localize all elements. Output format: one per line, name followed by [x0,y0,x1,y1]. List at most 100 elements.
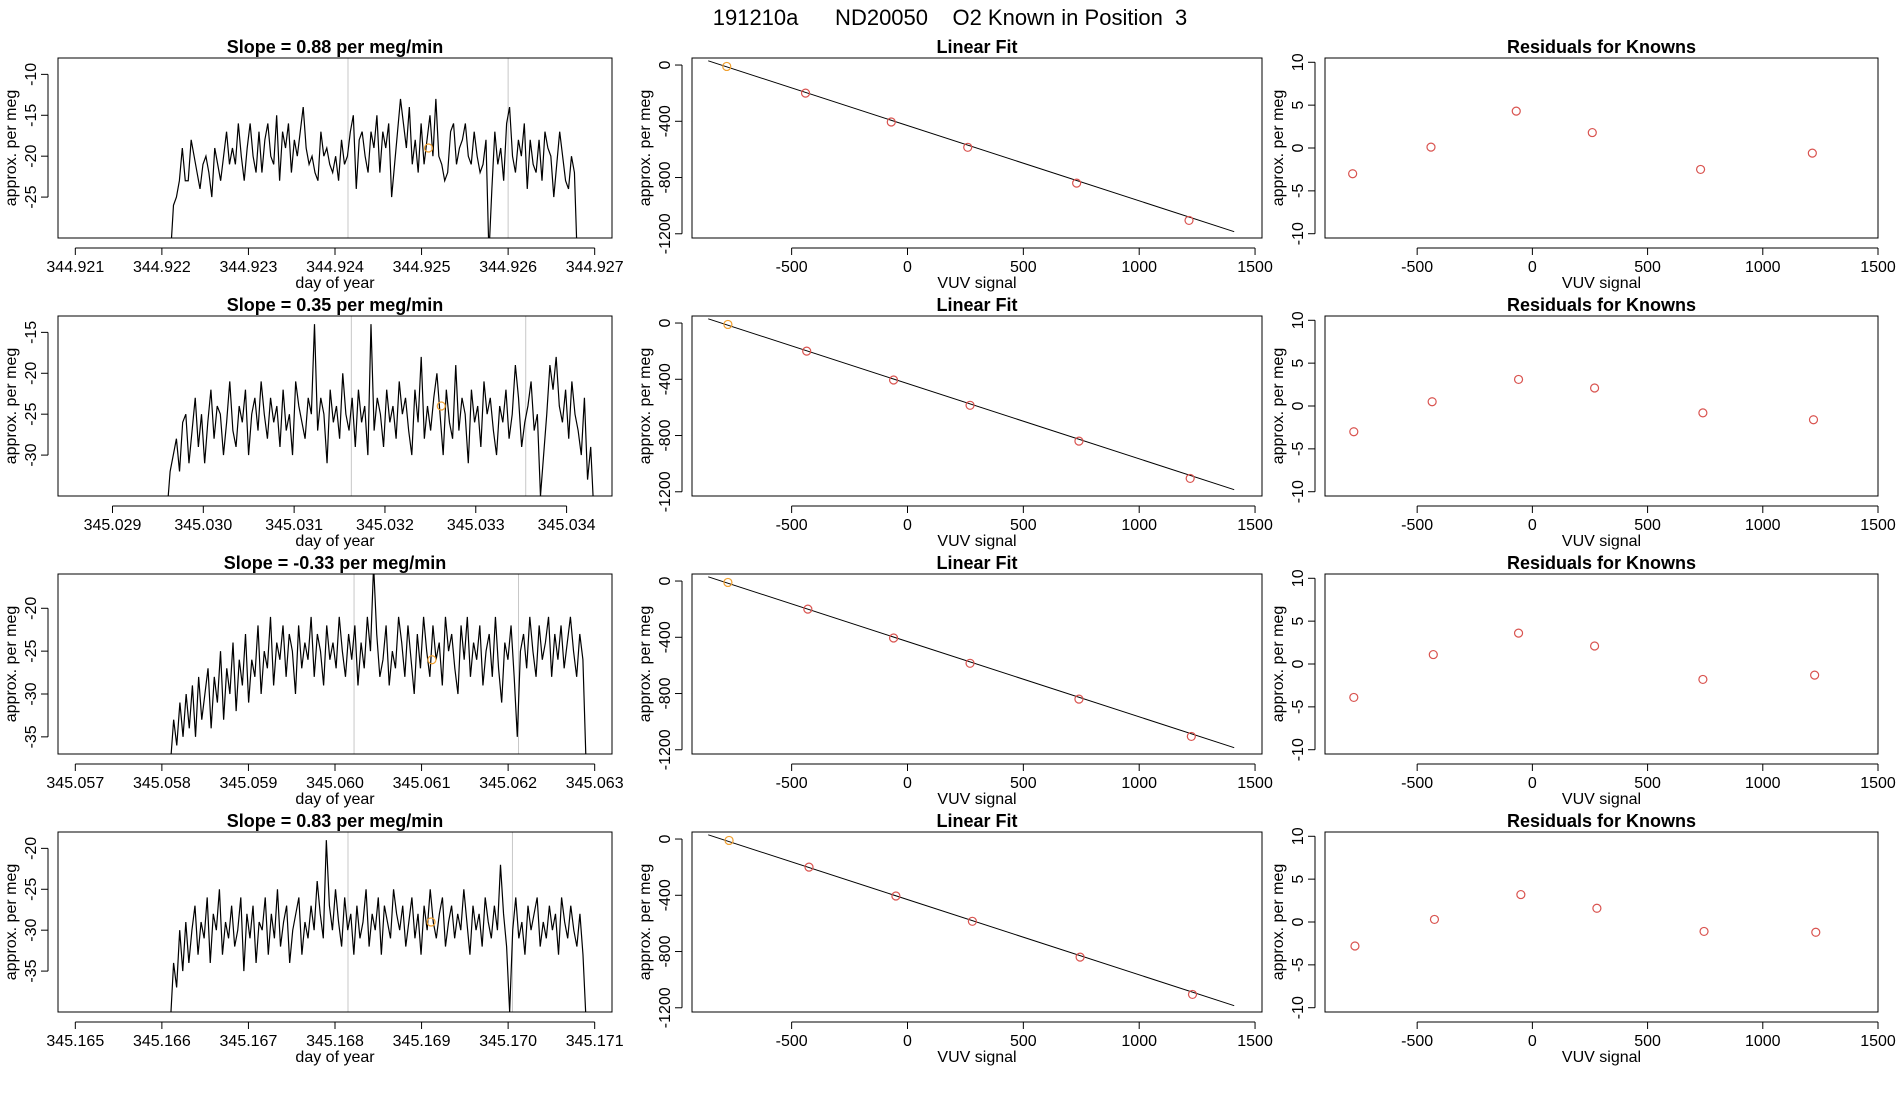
x-tick-label: 345.168 [306,1033,364,1050]
x-tick-label: 345.059 [220,775,278,792]
plot-frame [1324,831,1879,1013]
plot-frame [1324,57,1879,239]
panel-linearfit-row-3: Linear Fit -500 0 500 1000 1500 VUV signal -120… [637,553,1273,808]
series-line [170,840,587,1012]
y-tick-label: 10 [1290,53,1307,71]
x-tick-label: 0 [1528,517,1537,534]
panel-timeseries-row-3: Slope = -0.33 per meg/min 345.057 345.058 3… [3,553,624,808]
x-tick-label: 344.927 [566,259,624,276]
panel-title: Residuals for Knowns [1507,811,1696,831]
data-point [1810,670,1820,680]
plot-frame [57,57,613,239]
plot-area [708,834,1235,1007]
y-tick-label: -400 [657,621,674,653]
x-axis-label: VUV signal [1562,791,1641,808]
data-point [967,916,977,926]
x-tick-label: -500 [1401,1033,1433,1050]
plot-area [1349,374,1819,437]
y-tick-label: -800 [657,161,674,193]
y-tick-label: -10 [1290,738,1307,761]
panel-residuals-row-1: Residuals for Knowns -500 0 500 1000 1500 VUV … [1270,37,1896,292]
y-tick-label: 0 [1290,143,1307,152]
y-axis-label: approx. per meg [3,606,20,723]
x-tick-label: 500 [1634,517,1661,534]
panel-title: Slope = 0.88 per meg/min [227,37,444,57]
plot-frame [691,573,1263,755]
fit-line [708,576,1235,749]
panel-title: Linear Fit [936,553,1017,573]
x-tick-label: 345.029 [84,517,142,534]
y-axis-label: approx. per meg [637,864,654,981]
plot-area [1348,106,1817,179]
panel-title: Residuals for Knowns [1507,553,1696,573]
y-tick-label: -10 [1290,996,1307,1019]
data-point [1811,927,1821,937]
y-tick-label: -25 [23,403,40,426]
y-tick-label: -30 [23,443,40,466]
data-point [1428,649,1438,660]
x-tick-label: -500 [776,775,808,792]
y-tick-label: -5 [1290,958,1307,972]
plot-frame [57,315,613,497]
x-tick-label: 345.032 [356,517,414,534]
x-axis-label: VUV signal [937,275,1016,292]
data-point [963,142,973,152]
x-tick-label: 1000 [1121,1033,1157,1050]
panel-residuals-row-3: Residuals for Knowns -500 0 500 1000 1500 VUV … [1270,553,1896,808]
data-point [802,346,812,356]
plot-area [170,98,578,238]
x-tick-label: 1000 [1745,259,1781,276]
x-tick-label: 1000 [1745,517,1781,534]
plot-frame [691,57,1263,239]
y-tick-label: 10 [1290,569,1307,587]
data-point [1074,436,1084,446]
series-line [167,324,594,496]
x-tick-label: 1000 [1121,775,1157,792]
panel-title: Slope = 0.35 per meg/min [227,295,444,315]
x-tick-label: -500 [776,517,808,534]
x-axis-label: day of year [295,533,375,550]
data-point [1699,926,1709,937]
y-tick-label: -800 [657,677,674,709]
x-tick-label: 345.169 [393,1033,451,1050]
plot-area [708,576,1235,749]
plot-area [167,324,594,496]
panel-timeseries-row-2: Slope = 0.35 per meg/min 345.029 345.030 34… [3,295,613,550]
x-tick-label: 1000 [1745,1033,1781,1050]
plot-area [708,318,1235,491]
x-tick-label: 0 [1528,775,1537,792]
x-tick-label: 1500 [1237,259,1273,276]
known-marker-point [427,655,437,665]
y-tick-label: 5 [1290,875,1307,884]
x-tick-label: 345.031 [265,517,323,534]
x-axis-label: day of year [295,1049,375,1066]
y-tick-label: 5 [1290,617,1307,626]
x-tick-label: 345.165 [46,1033,104,1050]
x-tick-label: 345.061 [393,775,451,792]
x-tick-label: 345.171 [566,1033,624,1050]
y-tick-label: -25 [23,878,40,901]
data-point [1589,383,1600,393]
x-tick-label: 345.030 [174,517,232,534]
plot-area [708,60,1235,233]
x-tick-label: 500 [1634,775,1661,792]
y-tick-label: -800 [657,419,674,451]
y-tick-label: -20 [23,837,40,860]
data-point [1187,989,1198,1000]
y-tick-label: -1200 [657,471,674,512]
x-tick-label: 345.060 [306,775,364,792]
y-tick-label: -5 [1290,442,1307,456]
data-point [722,61,732,72]
y-tick-label: -400 [657,363,674,395]
data-point [1186,731,1196,742]
y-tick-label: 0 [1290,401,1307,410]
x-tick-label: 345.034 [538,517,596,534]
data-point [803,604,813,614]
data-point [1184,215,1194,226]
y-axis-label: approx. per meg [3,864,20,981]
panel-timeseries-row-4: Slope = 0.83 per meg/min 345.165 345.166 34… [3,811,624,1066]
x-tick-label: 1000 [1745,775,1781,792]
data-point [1513,628,1524,638]
data-point [886,117,896,127]
panel-title: Linear Fit [936,811,1017,831]
